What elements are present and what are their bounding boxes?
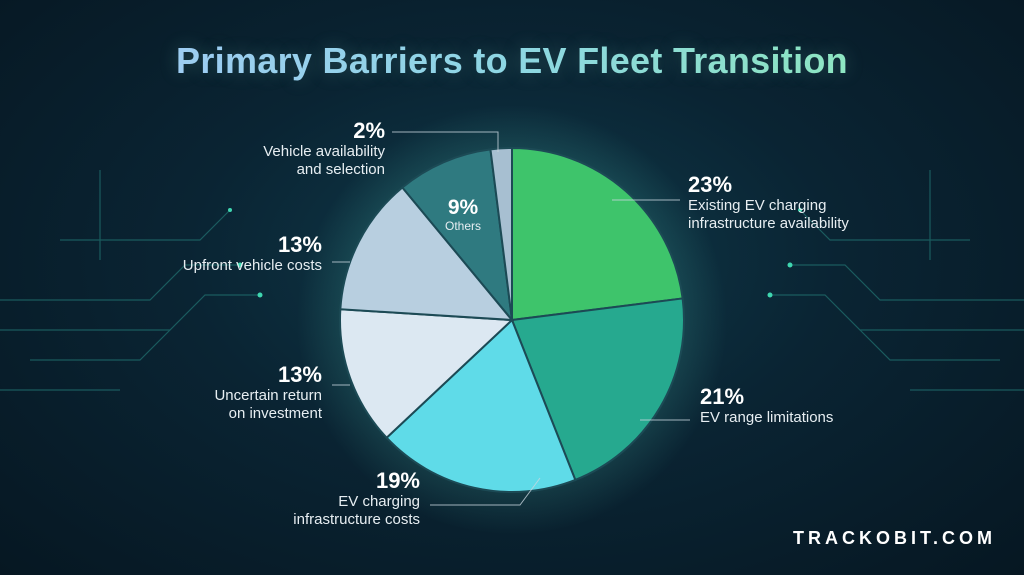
label-slice-3: 13% Uncertain return on investment xyxy=(150,362,322,422)
chart-title: Primary Barriers to EV Fleet Transition xyxy=(0,40,1024,82)
brand-watermark: TRACKOBIT.COM xyxy=(793,528,996,548)
label-slice-4: 13% Upfront vehicle costs xyxy=(130,232,322,275)
pie-slice-4 xyxy=(339,186,515,322)
pie-slice-6 xyxy=(489,146,513,321)
slice-4-label-line1: Upfront vehicle costs xyxy=(182,257,322,275)
pie-slice-3 xyxy=(339,308,515,440)
label-slice-2: 19% EV charging infrastructure costs xyxy=(250,468,420,528)
pie-slice-1 xyxy=(510,297,685,482)
slice-3-label-line2: on investment xyxy=(228,404,322,422)
slice-6-label-line2: and selection xyxy=(296,160,385,178)
slice-2-pct: 19% xyxy=(375,468,420,493)
slice-1-label-line1: EV range limitations xyxy=(700,409,834,427)
leader-line-0 xyxy=(392,131,499,152)
slice-0-label-line2: infrastructure availability xyxy=(688,214,849,232)
pie-slice-2 xyxy=(385,318,577,493)
leader-line-3 xyxy=(430,477,541,506)
leader-lines xyxy=(332,131,690,506)
label-slice-6: 2% Vehicle availability and selection xyxy=(215,118,385,178)
slice-4-pct: 13% xyxy=(277,232,322,257)
label-slice-5: 9% Others xyxy=(438,196,488,234)
pie-slice-0 xyxy=(511,146,684,322)
label-slice-0: 23% Existing EV charging infrastructure … xyxy=(688,172,849,232)
slice-0-label-line1: Existing EV charging xyxy=(688,197,827,215)
slice-0-pct: 23% xyxy=(688,172,733,197)
slice-6-label-line1: Vehicle availability xyxy=(263,143,385,161)
slice-2-label-line2: infrastructure costs xyxy=(293,510,420,528)
slice-6-pct: 2% xyxy=(353,118,385,143)
slice-2-label-line1: EV charging xyxy=(338,493,420,511)
slice-3-pct: 13% xyxy=(277,362,322,387)
slice-5-pct: 9% xyxy=(447,196,479,219)
pie-slice-5 xyxy=(400,148,514,324)
pie-slices xyxy=(339,146,685,493)
slice-3-label-line1: Uncertain return xyxy=(214,387,322,405)
slice-1-pct: 21% xyxy=(700,384,745,409)
slice-5-label-line1: Others xyxy=(444,219,481,234)
label-slice-1: 21% EV range limitations xyxy=(700,384,833,427)
